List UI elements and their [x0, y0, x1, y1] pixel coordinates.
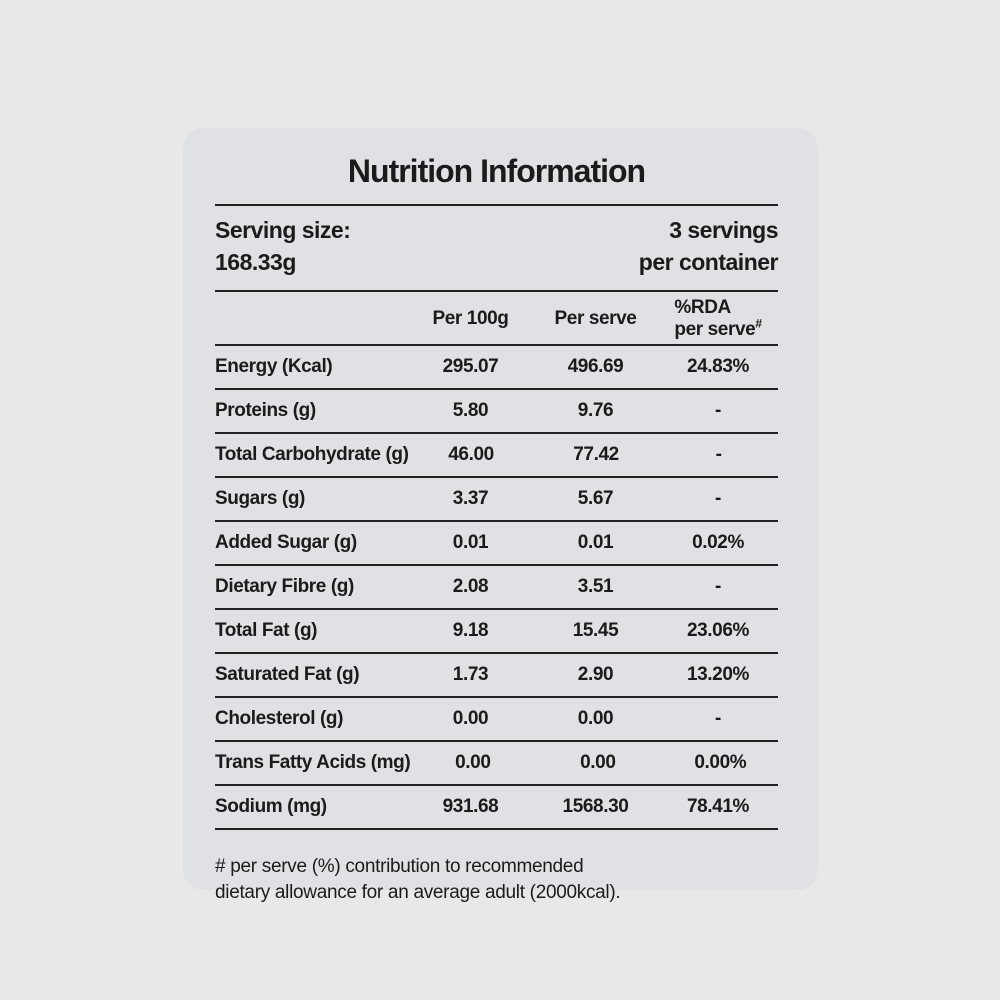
footnote: # per serve (%) contribution to recommen…: [215, 856, 621, 903]
nutrient-label: Cholesterol (g): [215, 708, 344, 730]
table-header-row: Per 100g Per serve %RDA per serve#: [215, 292, 778, 345]
per-100g-value: 2.08: [452, 576, 489, 598]
table-row: Sugars (g) 3.37 5.67 -: [215, 476, 778, 520]
per-serve-value: 9.76: [577, 400, 614, 422]
table-row: Saturated Fat (g) 1.73 2.90 13.20%: [215, 652, 778, 696]
column-header-per-100g: Per 100g: [432, 307, 509, 329]
per-100g-value: 5.80: [452, 400, 489, 422]
servings-count: 3 servings: [669, 217, 778, 244]
rda-value: 78.41%: [686, 796, 750, 818]
per-serve-value: 15.45: [572, 620, 619, 642]
nutrient-label: Trans Fatty Acids (mg): [215, 752, 411, 774]
rda-value: -: [715, 576, 721, 598]
table-row: Energy (Kcal) 295.07 496.69 24.83%: [215, 344, 778, 388]
per-serve-value: 77.42: [573, 444, 619, 466]
serving-section: Serving size: 168.33g 3 servings per con…: [215, 206, 779, 289]
servings-per-container: 3 servings per container: [638, 215, 779, 278]
nutrient-label: Proteins (g): [215, 400, 316, 422]
per-serve-value: 2.90: [577, 664, 614, 686]
per-serve-value: 0.00: [577, 708, 614, 730]
servings-count-caption: per container: [638, 248, 779, 275]
divider: [215, 828, 778, 831]
column-header-rda-text: %RDA per serve#: [674, 296, 762, 340]
per-100g-value: 46.00: [448, 444, 494, 466]
per-serve-value: 3.51: [577, 576, 614, 598]
nutrition-panel: Nutrition Information Serving size: 168.…: [183, 128, 818, 903]
footnote-marker: #: [755, 316, 762, 331]
rda-value: -: [715, 400, 721, 422]
divider: [215, 204, 778, 207]
per-100g-value: 295.07: [442, 356, 499, 378]
nutrient-label: Dietary Fibre (g): [215, 576, 354, 598]
nutrient-label: Sodium (mg): [215, 796, 327, 818]
nutrient-label: Total Carbohydrate (g): [215, 444, 409, 466]
divider: [215, 289, 778, 292]
rda-value: -: [715, 488, 721, 510]
rda-value: 23.06%: [686, 620, 750, 642]
per-100g-value: 931.68: [442, 796, 499, 818]
column-header-per-serve: Per serve: [554, 307, 637, 329]
table-row: Added Sugar (g) 0.01 0.01 0.02%: [215, 520, 778, 564]
per-100g-value: 0.00: [452, 708, 489, 730]
rda-value: 0.02%: [692, 532, 744, 554]
per-100g-value: 0.01: [452, 532, 489, 554]
nutrient-label: Sugars (g): [215, 488, 305, 510]
per-100g-value: 3.37: [452, 488, 489, 510]
table-row: Sodium (mg) 931.68 1568.30 78.41%: [215, 784, 778, 828]
serving-size-label: Serving size:: [215, 217, 351, 244]
nutrient-label: Total Fat (g): [215, 620, 318, 642]
per-serve-value: 0.01: [577, 532, 614, 554]
rda-value: -: [715, 708, 721, 730]
per-100g-value: 9.18: [452, 620, 489, 642]
per-serve-value: 5.67: [577, 488, 614, 510]
column-header-rda: %RDA per serve#: [658, 297, 778, 341]
per-serve-value: 496.69: [567, 356, 624, 378]
nutrient-label: Energy (Kcal): [215, 356, 333, 378]
table-row: Dietary Fibre (g) 2.08 3.51 -: [215, 564, 778, 608]
table-row: Total Carbohydrate (g) 46.00 77.42 -: [215, 432, 778, 476]
per-serve-value: 0.00: [580, 752, 616, 774]
rda-value: 0.00%: [694, 752, 747, 774]
per-serve-value: 1568.30: [562, 796, 629, 818]
nutrient-label: Added Sugar (g): [215, 532, 357, 554]
table-body: Energy (Kcal) 295.07 496.69 24.83% Prote…: [215, 344, 778, 828]
per-100g-value: 1.73: [452, 664, 489, 686]
table-row: Cholesterol (g) 0.00 0.00 -: [215, 696, 778, 740]
rda-value: 13.20%: [686, 664, 750, 686]
table-row: Proteins (g) 5.80 9.76 -: [215, 388, 778, 432]
rda-value: -: [715, 444, 722, 466]
per-100g-value: 0.00: [455, 752, 491, 774]
table-row: Trans Fatty Acids (mg) 0.00 0.00 0.00%: [215, 740, 778, 784]
serving-size-block: Serving size: 168.33g: [215, 215, 351, 278]
nutrient-label: Saturated Fat (g): [215, 664, 360, 686]
page-title: Nutrition Information: [347, 153, 646, 189]
rda-value: 24.83%: [686, 356, 750, 378]
serving-size-value: 168.33g: [215, 248, 296, 275]
table-row: Total Fat (g) 9.18 15.45 23.06%: [215, 608, 778, 652]
